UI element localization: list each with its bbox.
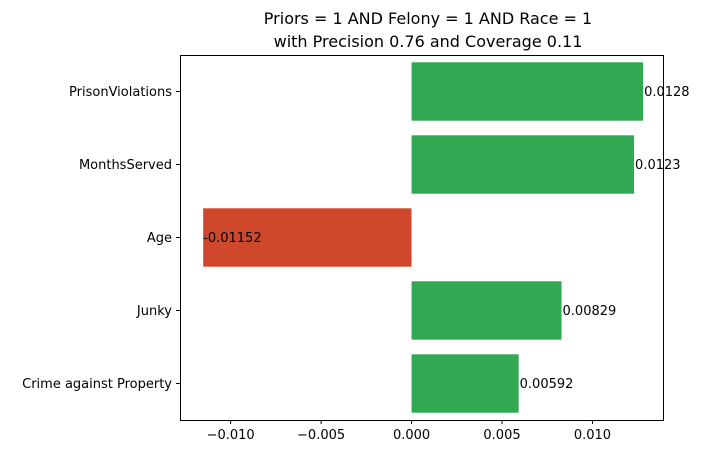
bar-monthsserved (411, 135, 635, 194)
x-tick-label: 0.005 (483, 428, 520, 443)
y-tick-label: PrisonViolations (69, 85, 172, 100)
bar-prisonviolations (411, 62, 644, 121)
chart-subtitle: with Precision 0.76 and Coverage 0.11 (274, 32, 583, 51)
plot-area-frame (180, 55, 664, 421)
y-axis: PrisonViolations MonthsServed Age Junky Crim… (22, 85, 180, 392)
data-label: -0.01152 (203, 231, 261, 246)
y-tick-label: Crime against Property (22, 377, 172, 392)
x-tick-label: 0.000 (393, 428, 430, 443)
x-axis: −0.010 −0.005 0.000 0.005 0.010 (207, 420, 611, 443)
bar-junky (411, 281, 562, 340)
chart-title: Priors = 1 AND Felony = 1 AND Race = 1 (264, 9, 592, 28)
y-tick-label: Junky (136, 304, 172, 319)
data-label: 0.0128 (644, 85, 690, 100)
y-tick-label: Age (147, 231, 172, 246)
bar-crime-against-property (411, 354, 519, 413)
data-label: 0.0123 (635, 158, 681, 173)
x-tick-label: −0.010 (207, 428, 255, 443)
bar-age (203, 208, 412, 267)
data-label: 0.00829 (563, 304, 617, 319)
data-labels-group: 0.0128 0.0123 -0.01152 0.00829 0.00592 (203, 85, 689, 392)
bars-group (203, 62, 644, 413)
x-tick-label: 0.010 (574, 428, 611, 443)
data-label: 0.00592 (520, 377, 574, 392)
y-tick-label: MonthsServed (79, 158, 172, 173)
x-tick-label: −0.005 (297, 428, 345, 443)
